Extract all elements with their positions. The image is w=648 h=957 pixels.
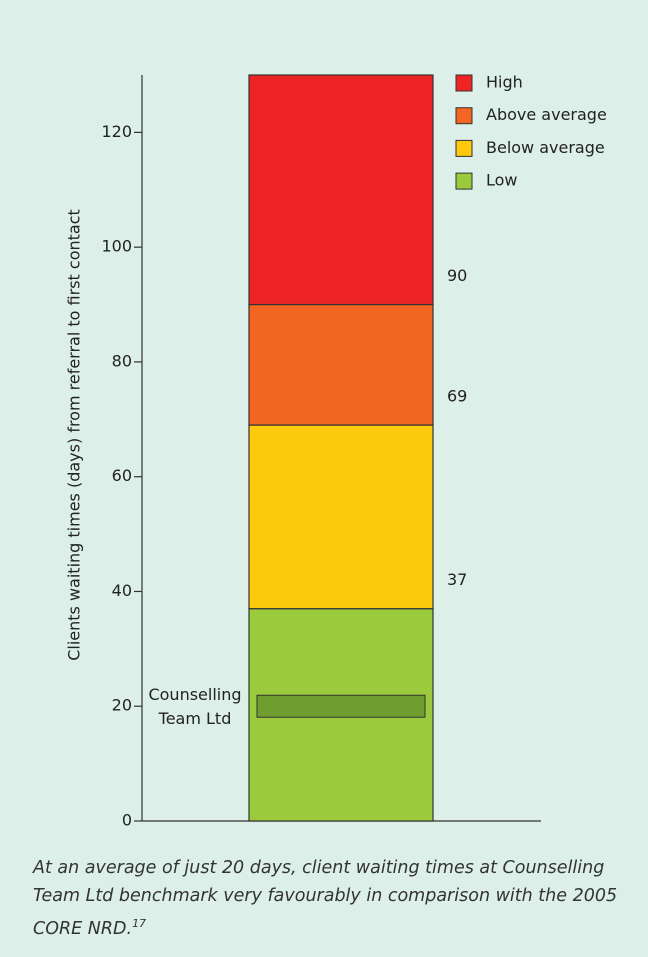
bar-segment <box>248 303 434 426</box>
chart: Clients waiting times (days) from referr… <box>65 73 607 830</box>
y-tick-label: 80 <box>112 351 132 370</box>
caption-text: At an average of just 20 days, client wa… <box>33 858 618 939</box>
y-tick-label: 40 <box>112 581 132 600</box>
threshold-label: 90 <box>447 266 467 285</box>
threshold-label: 37 <box>447 570 467 589</box>
legend-label: Above average <box>486 105 607 124</box>
bar-segment <box>248 74 434 306</box>
caption-ref: 17 <box>132 917 147 930</box>
marker-label: Counselling Team Ltd <box>148 685 241 728</box>
y-tick-label: 60 <box>112 466 132 485</box>
caption: At an average of just 20 days, client wa… <box>33 854 633 943</box>
bar-segment <box>248 424 434 610</box>
legend-swatch <box>455 139 473 157</box>
legend-swatch <box>455 107 473 125</box>
y-tick-label: 120 <box>101 122 132 141</box>
legend-label: Below average <box>486 138 605 157</box>
y-tick-label: 0 <box>122 811 132 830</box>
legend-swatch <box>455 74 473 92</box>
y-axis-title: Clients waiting times (days) from referr… <box>65 209 84 661</box>
legend-label: Low <box>486 171 518 190</box>
legend-label: High <box>486 73 523 92</box>
legend-swatch <box>455 172 473 190</box>
threshold-label: 69 <box>447 387 467 406</box>
y-tick-label: 20 <box>112 696 132 715</box>
y-tick-label: 100 <box>101 237 132 256</box>
marker-bar <box>256 694 426 718</box>
